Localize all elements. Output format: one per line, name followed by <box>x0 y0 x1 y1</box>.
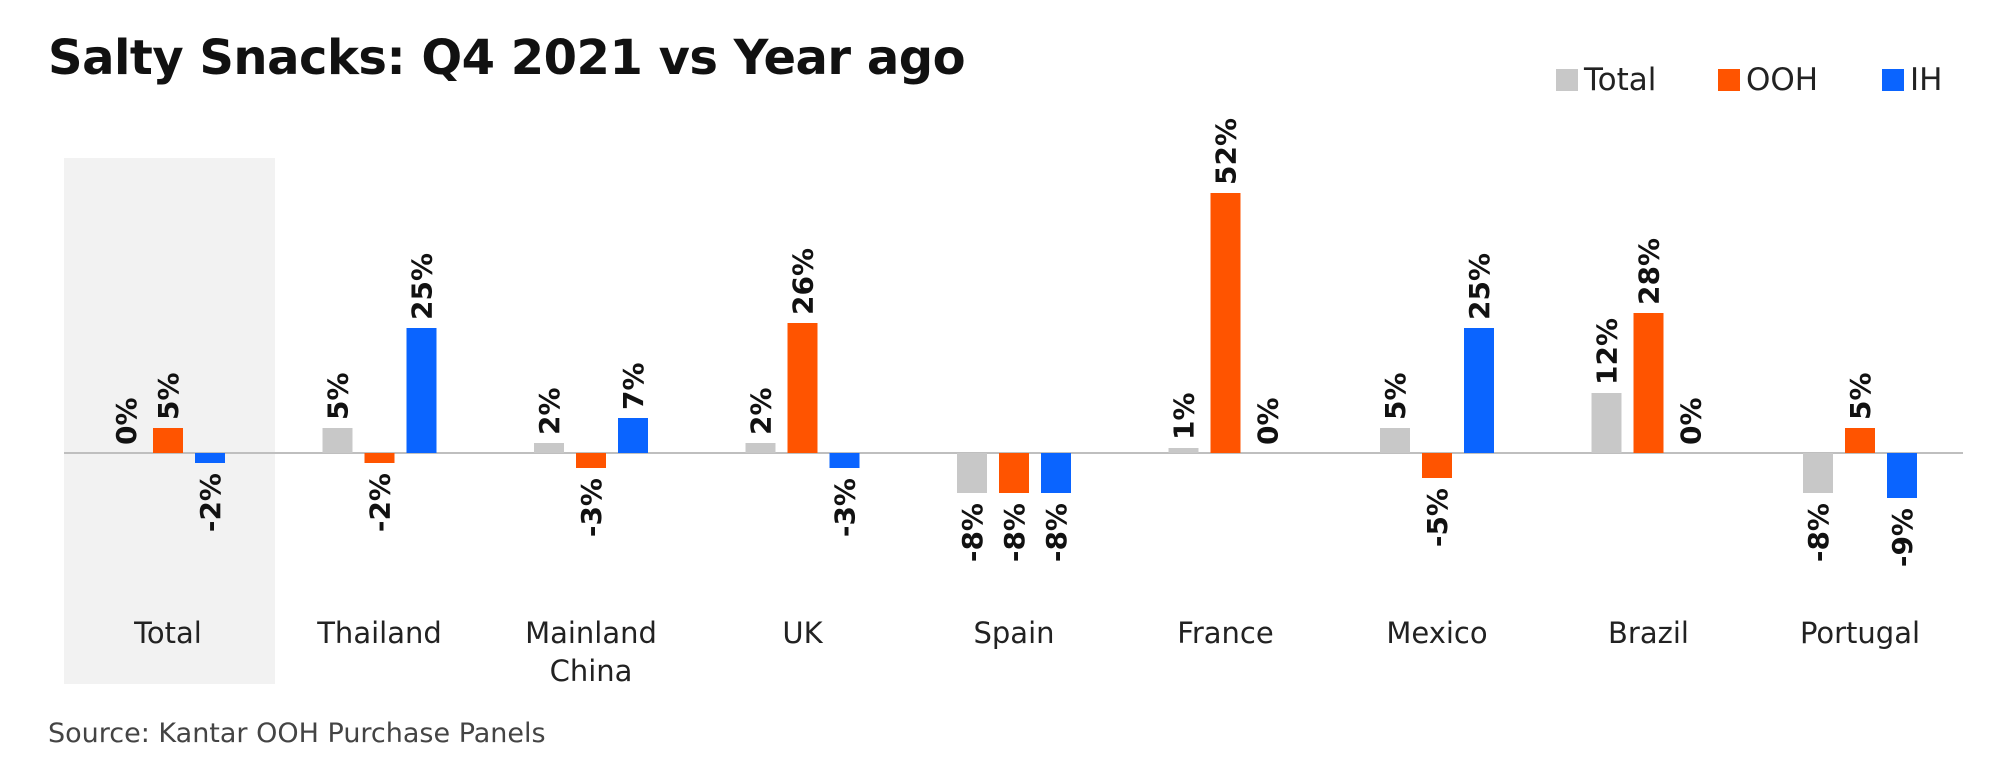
category-label-4: Spain <box>973 616 1054 650</box>
total-group-highlight <box>64 158 275 684</box>
bar-ih-4 <box>1041 453 1071 493</box>
legend-item-ooh: OOH <box>1718 62 1818 98</box>
bar-ooh-0 <box>153 428 183 453</box>
legend-label-ooh: OOH <box>1746 62 1819 98</box>
data-label-total-0: 0% <box>110 397 143 445</box>
data-label-total-3: 2% <box>745 387 778 435</box>
bar-ooh-2 <box>576 453 606 468</box>
legend-swatch-total <box>1556 69 1578 91</box>
category-label-5: France <box>1177 616 1273 650</box>
data-label-total-8: -8% <box>1802 503 1835 562</box>
category-label-8: Portugal <box>1800 616 1920 650</box>
legend-item-total: Total <box>1556 62 1656 98</box>
data-label-ooh-7: 28% <box>1633 238 1666 305</box>
source-note: Source: Kantar OOH Purchase Panels <box>48 718 546 749</box>
bar-total-6 <box>1380 428 1410 453</box>
data-label-total-1: 5% <box>322 372 355 420</box>
data-label-ih-8: -9% <box>1886 508 1919 567</box>
data-label-ih-2: 7% <box>617 362 650 410</box>
data-label-total-5: 1% <box>1168 392 1201 440</box>
bar-total-7 <box>1591 393 1622 453</box>
data-label-ih-7: 0% <box>1675 397 1708 445</box>
bar-ih-1 <box>406 328 437 453</box>
category-label-0: Total <box>133 616 202 650</box>
bar-ooh-1 <box>364 453 395 463</box>
bar-ooh-8 <box>1845 428 1875 453</box>
data-label-ooh-2: -3% <box>575 478 608 537</box>
category-label-6: Mexico <box>1386 616 1487 650</box>
bar-total-1 <box>322 428 353 453</box>
legend-label-total: Total <box>1584 62 1657 98</box>
bar-ih-8 <box>1887 453 1917 498</box>
chart-title: Salty Snacks: Q4 2021 vs Year ago <box>48 30 966 86</box>
bar-ooh-7 <box>1633 313 1664 453</box>
data-label-ih-5: 0% <box>1252 397 1285 445</box>
bar-ih-3 <box>829 453 860 468</box>
data-label-ooh-6: -5% <box>1421 488 1454 547</box>
bar-ooh-4 <box>999 453 1029 493</box>
data-label-ih-6: 25% <box>1463 253 1496 320</box>
bar-total-2 <box>534 443 564 453</box>
bar-total-5 <box>1168 448 1199 453</box>
bar-total-4 <box>957 453 987 493</box>
data-label-total-2: 2% <box>533 387 566 435</box>
bar-ih-0 <box>195 453 225 463</box>
bar-ooh-5 <box>1210 193 1241 453</box>
category-label-1: Thailand <box>316 616 442 650</box>
legend-swatch-ih <box>1882 69 1904 91</box>
category-label-7: Brazil <box>1608 616 1689 650</box>
data-label-total-7: 12% <box>1591 318 1624 385</box>
bar-total-8 <box>1803 453 1833 493</box>
data-label-ooh-0: 5% <box>152 372 185 420</box>
data-label-ih-4: -8% <box>1040 503 1073 562</box>
bar-ooh-6 <box>1422 453 1452 478</box>
category-label-2: Mainland China <box>525 616 657 688</box>
legend-item-ih: IH <box>1882 62 1942 98</box>
data-label-ooh-8: 5% <box>1844 372 1877 420</box>
data-label-ih-3: -3% <box>829 478 862 537</box>
legend-label-ih: IH <box>1910 62 1943 98</box>
data-label-ooh-5: 52% <box>1210 118 1243 185</box>
data-label-total-6: 5% <box>1379 372 1412 420</box>
data-label-ih-1: 25% <box>406 253 439 320</box>
data-label-ih-0: -2% <box>194 473 227 532</box>
data-label-ooh-4: -8% <box>998 503 1031 562</box>
bar-ooh-3 <box>787 323 818 453</box>
bar-ih-6 <box>1464 328 1494 453</box>
data-label-total-4: -8% <box>956 503 989 562</box>
bar-total-3 <box>745 443 776 453</box>
legend: Total OOH IH <box>0 62 2000 102</box>
category-label-3: UK <box>782 616 823 650</box>
bar-ih-2 <box>618 418 648 453</box>
data-label-ooh-1: -2% <box>364 473 397 532</box>
data-label-ooh-3: 26% <box>787 248 820 315</box>
legend-swatch-ooh <box>1718 69 1740 91</box>
